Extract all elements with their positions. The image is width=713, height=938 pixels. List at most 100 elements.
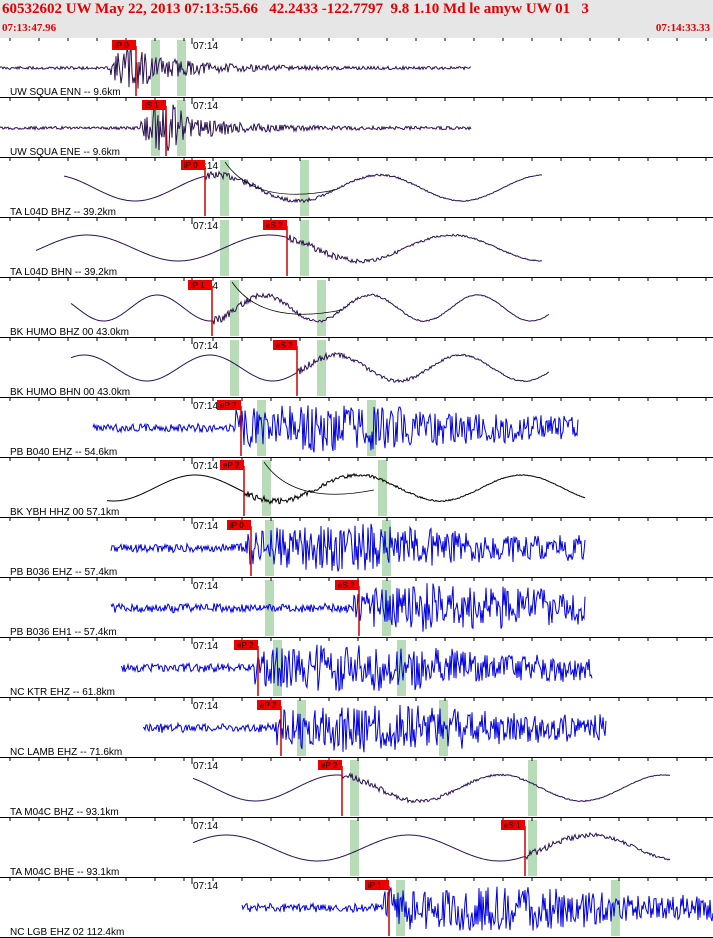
waveform [192,772,671,804]
pick-box[interactable] [227,520,251,530]
waveform [110,583,586,632]
pick-window [350,820,359,876]
pick-window [378,460,387,516]
pick-box[interactable] [365,880,389,890]
pick-label: eS 2 [338,581,355,590]
time-mark-label: 07:14 [193,101,218,112]
station-label: BK HUMO BHN 00 43.0km [10,387,130,398]
trace-panel[interactable]: 07:14 eS 2 PB B036 EH1 -- 57.4km [0,578,713,638]
pick-window [151,40,160,96]
waveform [192,831,671,862]
trace-panel[interactable]: 07:14 eS 1 TA M04C BHE -- 93.1km [0,818,713,878]
trace-panel[interactable]: 07:14 iP 0 UW SQUA ENN -- 9.6km [0,38,713,98]
station-label: PB B040 EHZ -- 54.6km [10,447,117,458]
pick-box[interactable] [335,580,359,590]
pick-window [265,520,274,576]
pick-window [396,880,405,936]
seismogram-plot[interactable]: 07:14 iP 0 UW SQUA ENN -- 9.6km 07:14 iS 1 UW… [0,38,713,938]
station-label: TA M04C BHE -- 93.1km [10,867,119,878]
time-mark-label: 07:14 [193,41,218,52]
fit-curve [231,281,343,315]
trace-panel[interactable]: 07:14 eS 2 TA L04D BHN -- 39.2km [0,218,713,278]
station-label: UW SQUA ENE -- 9.6km [10,147,120,158]
waveform [120,644,593,692]
pick-window [528,820,537,876]
pick-box[interactable] [318,760,342,770]
waveform [0,46,472,89]
event-title: 60532602 UW May 22, 2013 07:13:55.66 42.… [2,1,589,17]
trace-panel[interactable]: 07:14 eS 2 BK HUMO BHN 00 43.0km [0,338,713,398]
waveform [142,704,607,753]
pick-window [265,580,274,636]
trace-panel[interactable]: 07:14 eP 2 PB B040 EHZ -- 54.6km [0,398,713,458]
pick-box[interactable] [142,100,166,110]
time-mark-label: 07:14 [193,521,218,532]
pick-box[interactable] [257,700,281,710]
waveform [0,104,472,152]
time-mark-label: 07:14 [193,701,218,712]
time-mark-label: 07:14 [193,641,218,652]
pick-window [367,400,376,456]
trace-panel[interactable]: 07:14 eP 2 NC LAMB EHZ -- 71.6km [0,698,713,758]
time-mark-label: 07:14 [193,761,218,772]
pick-window [177,100,186,156]
trace-panel[interactable]: 07:14 eP 2 TA M04C BHZ -- 93.1km [0,758,713,818]
pick-label: eP 2 [223,461,240,470]
station-label: TA L04D BHN -- 39.2km [10,267,117,278]
fit-curve [224,161,336,195]
station-label: BK YBH HHZ 00 57.1km [10,507,119,518]
pick-window [528,760,537,816]
waveform [92,405,579,453]
pick-label: eS 2 [276,341,293,350]
pick-label: iP 0 [230,521,244,530]
pick-label: eP 2 [237,641,254,650]
trace-panel[interactable]: 07:14 iP 0 PB B036 EHZ -- 57.4km [0,518,713,578]
waveform [241,886,713,931]
pick-window [220,160,229,216]
station-label: TA L04D BHZ -- 39.2km [10,207,116,218]
time-mark-label: 07:14 [193,341,218,352]
waveform [106,472,585,505]
station-label: NC KTR EHZ -- 61.8km [10,687,115,698]
waveform [63,170,543,204]
station-label: PB B036 EH1 -- 57.4km [10,627,117,638]
pick-box[interactable] [181,160,205,170]
pick-box[interactable] [273,340,297,350]
trace-panel[interactable]: 07:14 eP 2 BK YBH HHZ 00 57.1km [0,458,713,518]
pick-box[interactable] [217,400,241,410]
end-time-label: 07:14:33.33 [655,22,710,34]
pick-window [257,400,266,456]
pick-box[interactable] [188,280,212,290]
waveform [70,351,550,384]
trace-panel[interactable]: 07:14 iP 1 NC LGB EHZ 02 112.4km [0,878,713,938]
pick-window [300,220,309,276]
station-label: NC LAMB EHZ -- 71.6km [10,747,122,758]
pick-label: iS 1 [145,101,159,110]
pick-box[interactable] [234,640,258,650]
pick-window [230,340,239,396]
pick-box[interactable] [501,820,525,830]
time-mark-label: 07:14 [193,581,218,592]
pick-label: iP 0 [184,161,198,170]
station-label: BK HUMO BHZ 00 43.0km [10,327,129,338]
pick-label: eP 2 [321,761,338,770]
pick-label: eS 2 [266,221,283,230]
pick-label: eS 1 [504,821,521,830]
trace-panel[interactable]: 07:14 eP 2 NC KTR EHZ -- 61.8km [0,638,713,698]
pick-label: eP 2 [220,401,237,410]
trace-panel[interactable]: 07:14 iS 1 UW SQUA ENE -- 9.6km [0,98,713,158]
pick-label: eP 2 [260,701,277,710]
time-mark-label: 07:14 [193,221,218,232]
pick-box[interactable] [263,220,287,230]
station-label: TA M04C BHZ -- 93.1km [10,807,119,818]
station-label: NC LGB EHZ 02 112.4km [10,927,124,938]
pick-window [350,760,359,816]
time-mark-label: 07:14 [193,821,218,832]
pick-window [317,280,326,336]
pick-box[interactable] [112,40,136,50]
waveform [110,523,586,572]
pick-box[interactable] [220,460,244,470]
header-bar: 60532602 UW May 22, 2013 07:13:55.66 42.… [0,0,713,38]
